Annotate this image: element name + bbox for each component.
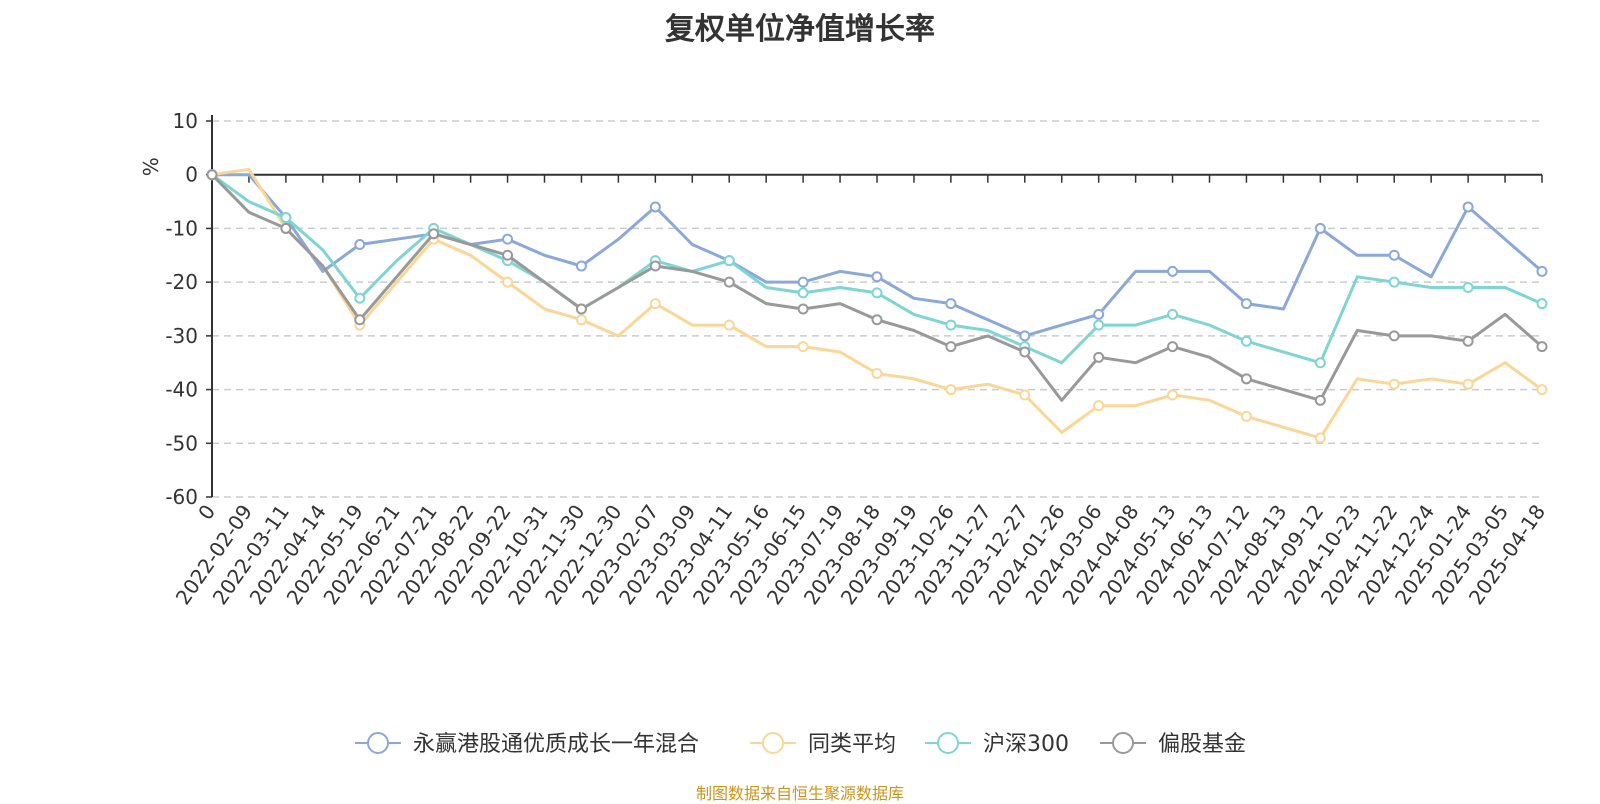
data-point (1314, 357, 1326, 369)
legend-label: 沪深300 (983, 732, 1069, 757)
y-axis-label: % (139, 157, 163, 176)
chart-title: 复权单位净值增长率 (665, 12, 935, 47)
data-point (502, 233, 514, 245)
data-point (1536, 384, 1548, 396)
data-point (945, 341, 957, 353)
source-note: 制图数据来自恒生聚源数据库 (695, 784, 904, 803)
data-point (1019, 346, 1031, 358)
data-point (649, 260, 661, 272)
data-point (1240, 335, 1252, 347)
data-point (1167, 308, 1179, 320)
data-point (354, 292, 366, 304)
data-point (1462, 335, 1474, 347)
data-point (649, 298, 661, 310)
data-point (1462, 378, 1474, 390)
data-point (502, 276, 514, 288)
legend-item[interactable]: 沪深300 (925, 732, 1069, 757)
data-point (1019, 389, 1031, 401)
y-tick-label: -40 (165, 378, 198, 402)
data-point (354, 239, 366, 251)
data-point (945, 319, 957, 331)
data-point (280, 222, 292, 234)
data-point (1240, 410, 1252, 422)
data-point (502, 249, 514, 261)
data-point (1019, 330, 1031, 342)
data-point (1388, 330, 1400, 342)
data-point (871, 367, 883, 379)
y-tick-label: -60 (165, 485, 198, 509)
legend-item[interactable]: 同类平均 (750, 732, 896, 757)
data-point (575, 303, 587, 315)
data-point (354, 314, 366, 326)
legend: 永赢港股通优质成长一年混合 同类平均 沪深300 偏股基金 (355, 732, 1246, 757)
legend-label: 永赢港股通优质成长一年混合 (413, 732, 699, 757)
data-point (1462, 201, 1474, 213)
data-point (723, 276, 735, 288)
data-point (1093, 308, 1105, 320)
y-tick-label: -50 (165, 431, 198, 455)
data-point (1536, 265, 1548, 277)
data-point (1462, 282, 1474, 294)
y-tick-label: -20 (165, 270, 198, 294)
data-point (1240, 373, 1252, 385)
legend-item[interactable]: 永赢港股通优质成长一年混合 (355, 732, 699, 757)
data-point (428, 228, 440, 240)
y-tick-label: 10 (173, 109, 198, 133)
line-chart: 10 0 -10 -20 -30 -40 -50 -60 02022-02-092022-03… (139, 109, 1550, 757)
data-point (575, 260, 587, 272)
data-point (797, 287, 809, 299)
y-tick-label: -30 (165, 324, 198, 348)
data-point (1240, 298, 1252, 310)
series-3 (206, 169, 1548, 406)
y-tick-label: -10 (165, 216, 198, 240)
series-line (211, 167, 1543, 440)
series-lines (206, 167, 1548, 444)
data-point (1093, 319, 1105, 331)
data-point (1093, 400, 1105, 412)
legend-marker (762, 732, 784, 754)
data-point (945, 384, 957, 396)
data-point (945, 298, 957, 310)
data-point (797, 341, 809, 353)
data-point (1167, 341, 1179, 353)
data-point (1388, 378, 1400, 390)
data-point (797, 276, 809, 288)
data-point (1388, 276, 1400, 288)
data-point (1167, 265, 1179, 277)
series-line (211, 173, 1543, 365)
data-point (871, 314, 883, 326)
y-axis: 10 0 -10 -20 -30 -40 -50 -60 (165, 109, 213, 509)
data-point (1314, 432, 1326, 444)
x-axis: 02022-02-092022-03-112022-04-142022-05-1… (171, 173, 1550, 609)
data-point (280, 212, 292, 224)
legend-label: 偏股基金 (1158, 732, 1246, 757)
data-point (1167, 389, 1179, 401)
series-2 (206, 169, 1548, 369)
legend-marker (937, 732, 959, 754)
data-point (1388, 249, 1400, 261)
data-point (575, 314, 587, 326)
data-point (797, 303, 809, 315)
data-point (871, 287, 883, 299)
x-tick-label: 0 (193, 500, 220, 524)
data-point (723, 255, 735, 267)
legend-item[interactable]: 偏股基金 (1100, 732, 1246, 757)
data-point (1314, 222, 1326, 234)
data-point (1536, 341, 1548, 353)
y-tick-label: 0 (185, 163, 198, 187)
legend-marker (1112, 732, 1134, 754)
data-point (871, 271, 883, 283)
data-point (723, 319, 735, 331)
legend-marker (367, 732, 389, 754)
data-point (206, 169, 218, 181)
data-point (1093, 351, 1105, 363)
data-point (1314, 394, 1326, 406)
data-point (1536, 298, 1548, 310)
legend-label: 同类平均 (808, 732, 896, 757)
data-point (649, 201, 661, 213)
